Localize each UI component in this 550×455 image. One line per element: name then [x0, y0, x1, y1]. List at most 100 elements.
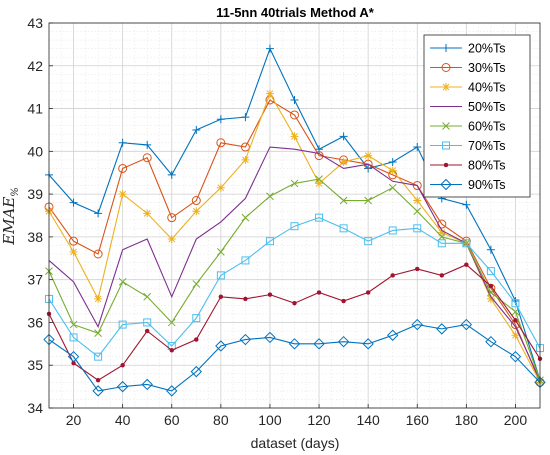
- data-point: [486, 245, 495, 254]
- legend-item: 30%Ts: [430, 61, 506, 75]
- legend-label: 60%Ts: [468, 120, 506, 134]
- data-point: [69, 236, 79, 246]
- series-60%Ts: [45, 175, 544, 385]
- x-tick-label: 140: [356, 412, 380, 428]
- y-tick-label: 37: [27, 272, 43, 288]
- data-point: [216, 115, 225, 124]
- data-point: [69, 333, 78, 342]
- data-point: [166, 385, 178, 397]
- data-point: [437, 239, 446, 248]
- data-point: [364, 151, 373, 160]
- series-line: [48, 146, 541, 381]
- data-point: [290, 96, 299, 104]
- data-point: [462, 239, 471, 248]
- data-point: [509, 350, 522, 363]
- data-point: [265, 89, 274, 98]
- data-point: [144, 328, 150, 334]
- data-point: [339, 132, 348, 141]
- series-line: [48, 324, 541, 392]
- y-tick-label: 39: [27, 186, 43, 202]
- data-point: [339, 158, 348, 167]
- data-point: [94, 294, 103, 303]
- data-point: [290, 132, 299, 141]
- legend-label: 80%Ts: [468, 159, 506, 173]
- series-70%Ts: [45, 213, 544, 361]
- data-point: [94, 352, 103, 361]
- data-point: [413, 196, 422, 205]
- data-point: [339, 224, 348, 233]
- data-point: [388, 166, 397, 175]
- data-point: [486, 294, 495, 303]
- y-tick-label: 43: [27, 15, 43, 31]
- data-point: [94, 329, 102, 337]
- data-point: [118, 190, 127, 199]
- data-point: [316, 290, 322, 295]
- data-point: [118, 320, 127, 329]
- data-point: [93, 249, 103, 259]
- svg-text:EMAE%: EMAE%: [0, 187, 21, 246]
- data-point: [167, 235, 176, 244]
- legend-item: 40%Ts: [430, 81, 506, 95]
- x-tick-label: 40: [115, 412, 131, 428]
- y-tick-label: 38: [27, 229, 43, 245]
- data-point: [415, 266, 420, 272]
- legend-marker: [442, 141, 450, 150]
- data-point: [386, 329, 399, 341]
- data-point: [411, 318, 423, 331]
- y-axis-label: EMAE%: [0, 187, 21, 246]
- data-point: [313, 338, 325, 350]
- series-20%Ts: [45, 44, 544, 385]
- legend-marker: [442, 44, 450, 52]
- legend-item: 90%Ts: [430, 178, 506, 192]
- legend-marker: [441, 63, 451, 72]
- data-point: [241, 213, 250, 222]
- data-point: [143, 318, 152, 327]
- data-point: [290, 179, 299, 188]
- data-point: [241, 256, 250, 265]
- data-point: [190, 365, 203, 378]
- x-tick-label: 100: [258, 412, 282, 428]
- data-point: [216, 248, 225, 256]
- data-point: [69, 247, 78, 256]
- legend-label: 40%Ts: [468, 81, 506, 95]
- data-point: [67, 350, 80, 363]
- data-point: [142, 153, 152, 163]
- legend-label: 30%Ts: [468, 61, 506, 75]
- data-point: [437, 233, 446, 241]
- data-point: [118, 277, 127, 286]
- y-tick-label: 40: [27, 143, 43, 159]
- data-point: [290, 222, 299, 231]
- data-point: [167, 213, 177, 223]
- data-point: [92, 385, 104, 397]
- data-point: [143, 209, 152, 218]
- y-tick-label: 41: [27, 101, 43, 117]
- data-point: [192, 314, 201, 323]
- data-point: [118, 138, 127, 147]
- data-point: [412, 181, 422, 191]
- y-axis-label-sub: %: [10, 187, 21, 197]
- data-point: [192, 125, 201, 134]
- data-point: [167, 170, 176, 179]
- grid: [48, 22, 541, 409]
- data-point: [264, 331, 276, 344]
- legend-item: 70%Ts: [430, 139, 506, 153]
- data-point: [315, 179, 324, 188]
- x-tick-label: 120: [307, 412, 331, 428]
- data-point: [192, 207, 201, 216]
- legend-marker: [443, 162, 449, 168]
- data-point: [266, 192, 274, 201]
- data-point: [513, 318, 518, 323]
- series-line: [48, 99, 541, 383]
- data-point: [216, 271, 225, 280]
- legend-item: 60%Ts: [430, 120, 506, 134]
- data-point: [290, 110, 299, 120]
- chart-title: 11-5nn 40trials Method A*: [216, 5, 375, 20]
- x-tick-label: 80: [213, 412, 229, 428]
- data-point: [464, 262, 469, 267]
- data-point: [388, 158, 397, 167]
- data-point: [439, 273, 445, 278]
- data-point: [488, 283, 494, 289]
- data-point: [241, 155, 250, 164]
- y-axis-label-main: EMAE: [0, 197, 18, 246]
